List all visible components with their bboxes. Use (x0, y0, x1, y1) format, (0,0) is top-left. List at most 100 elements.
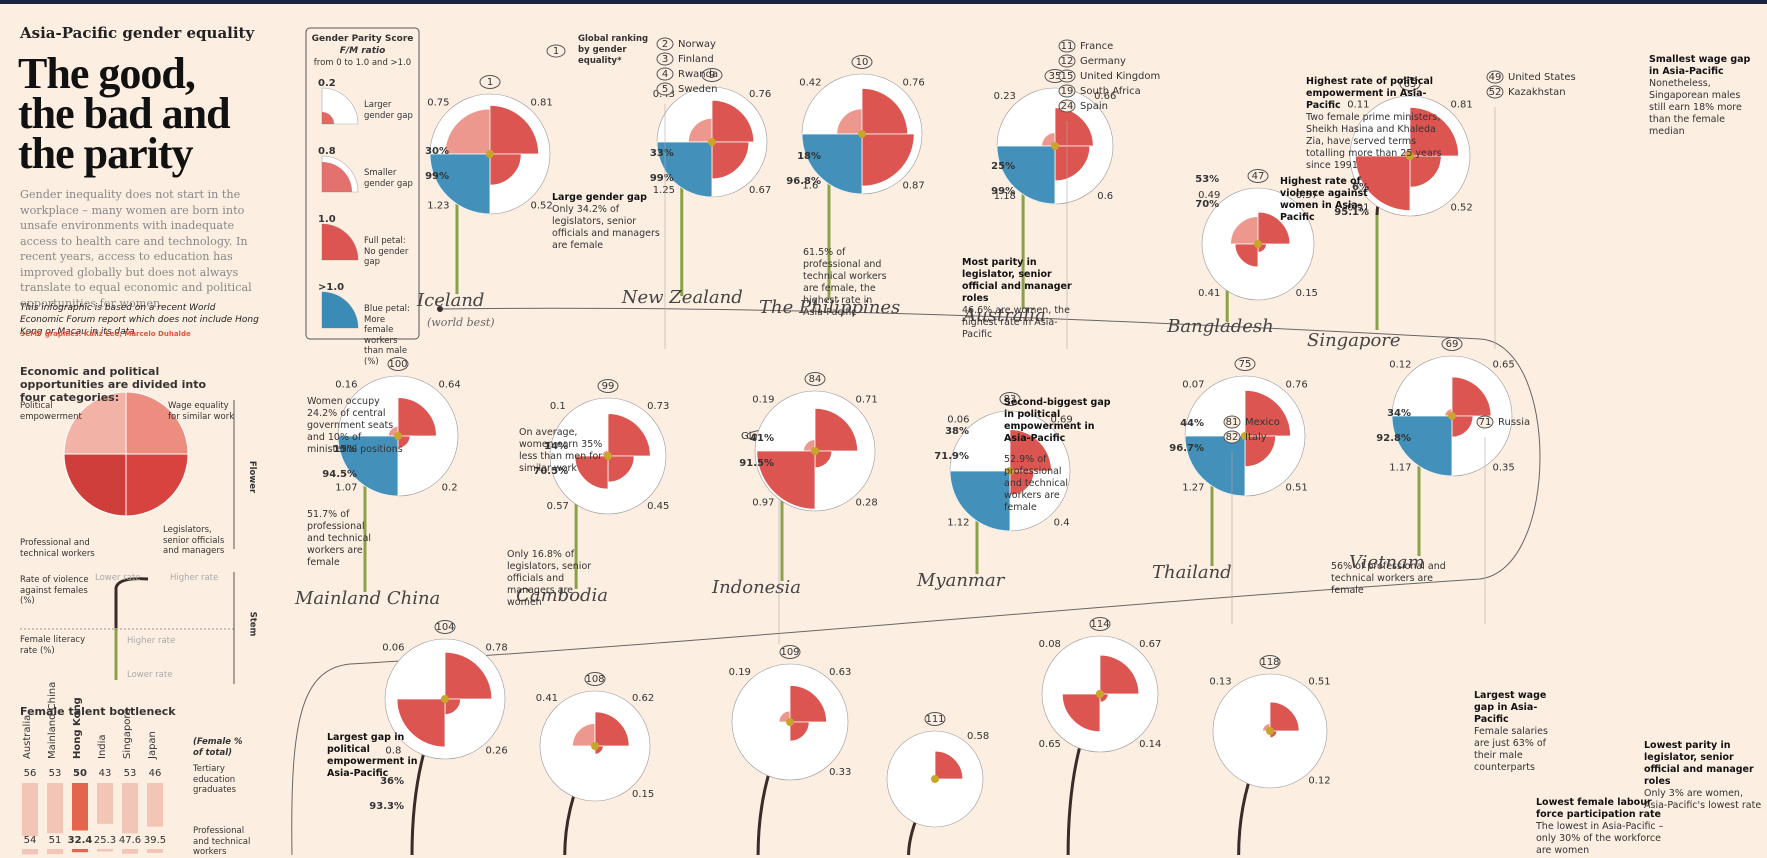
rank-country: United Kingdom (1080, 71, 1160, 82)
literacy-rate: 70.5% (533, 466, 568, 477)
petal (1257, 211, 1291, 245)
annotation: Lowest parity in legislator, senior offi… (1644, 740, 1764, 812)
violence-rate: 33% (650, 148, 674, 159)
rank-badge (1476, 415, 1494, 429)
rank-badge (1058, 84, 1076, 98)
flower-center (1096, 690, 1104, 698)
flower-center (1006, 467, 1014, 475)
petal-value: 0.14 (1139, 739, 1161, 750)
rank-number: 15 (1061, 71, 1074, 82)
violence-rate: 25% (991, 161, 1015, 172)
bottleneck-country: Singapore (122, 709, 133, 759)
rank-number: 114 (1090, 619, 1109, 630)
petal-value: 0.76 (902, 77, 924, 88)
rank-number: 3 (662, 54, 668, 65)
rank-number: 99 (602, 381, 615, 392)
intro: Gender inequality does not start in the … (20, 188, 252, 310)
flower-center (394, 432, 402, 440)
petal-value: 1.17 (1389, 463, 1411, 474)
legend-score: 0.8 (318, 146, 336, 157)
annotation-text: 61.5% of professional and technical work… (803, 247, 887, 318)
violence-rate: 14% (544, 441, 568, 452)
petal-value: 0.23 (994, 91, 1016, 102)
petal (396, 698, 446, 748)
rank-badge (1486, 70, 1504, 84)
credit: SCMP graphics: Kaliz Lee, Marcelo Duhald… (20, 330, 191, 338)
legend-subtitle: F/M ratio (339, 46, 386, 56)
petal-value: 0.51 (1285, 483, 1307, 494)
rank-badge (584, 672, 606, 686)
cat-legislators: Legislators, senior officials and manage… (163, 525, 225, 556)
petal-value: 0.75 (427, 97, 449, 108)
rank-number: 52 (1489, 87, 1502, 98)
annotation-text: The lowest in Asia-Pacific – only 30% of… (1536, 821, 1664, 856)
annotation-title: Lowest parity in legislator, senior offi… (1644, 740, 1754, 787)
petal-value: 0.16 (335, 379, 357, 390)
petal-value: 1.18 (994, 191, 1016, 202)
rank-number: 104 (435, 622, 454, 633)
bottleneck-professional: 51 (49, 835, 62, 846)
petal-value: 0.33 (829, 767, 851, 778)
petal-value: 0.52 (1450, 203, 1472, 214)
petal (1244, 435, 1277, 468)
country-name: The Philippines (759, 297, 900, 318)
flower-center (931, 775, 939, 783)
annotation-text: 46.6% are women, the highest rate in Asi… (962, 305, 1070, 340)
rank-country: United States (1508, 72, 1576, 83)
rank-country: Finland (678, 54, 714, 65)
rank-badge (701, 68, 723, 82)
flower-center (486, 150, 494, 158)
tertiary-bar (22, 783, 38, 837)
petal (1391, 415, 1453, 477)
annotation: Largest gap in political empowerment in … (327, 732, 437, 780)
petal (756, 450, 816, 510)
literacy-rate: 96.8% (786, 176, 821, 187)
petal (836, 108, 863, 135)
professional-bar (47, 849, 63, 855)
rank-country: Mexico (1245, 417, 1280, 428)
legend-title: Gender Parity Score (311, 34, 414, 44)
petal-value: 0.4 (1054, 518, 1070, 529)
annotation-text: Women occupy 24.2% of central government… (307, 396, 403, 455)
petal (397, 397, 437, 437)
literacy-rate: 99% (425, 171, 449, 182)
petal (711, 99, 755, 143)
petal-value: 0.08 (1039, 639, 1061, 650)
annotation: 52.9% of professional and technical work… (1004, 454, 1074, 514)
rank-badge (1223, 430, 1241, 444)
category-petal (63, 453, 127, 517)
rank-number: 49 (1489, 72, 1502, 83)
petal-value: 1.27 (1182, 483, 1204, 494)
road (291, 307, 1541, 855)
violence-rate: 6% (1352, 182, 1369, 193)
rank-badge (1058, 69, 1076, 83)
category-petal (125, 453, 189, 517)
petal-value: 0.76 (749, 89, 771, 100)
petal-value: 0.07 (1182, 379, 1204, 390)
petal-value: 0.06 (947, 414, 969, 425)
professional-bar (122, 849, 138, 854)
petal (711, 141, 750, 180)
rank-number: 47 (1252, 171, 1265, 182)
country-sub: (world best) (427, 316, 495, 329)
professional-bar (147, 849, 163, 853)
annotation-title: Highest rate of political empowerment in… (1306, 76, 1434, 111)
annotation: Lowest female labour force participation… (1536, 797, 1676, 857)
flower-center (1254, 240, 1262, 248)
professional-bar (97, 849, 113, 852)
flower-center (786, 718, 794, 726)
petal (572, 723, 596, 747)
petal-value: 0.2 (442, 483, 458, 494)
violence-rate: 41% (750, 433, 774, 444)
legend-score: >1.0 (318, 282, 344, 293)
petal (607, 455, 635, 483)
petal-value: 0.12 (1308, 775, 1330, 786)
rank-number: 108 (585, 674, 604, 685)
petal (1054, 145, 1091, 182)
note: This infographic is based on a recent Wo… (20, 303, 259, 337)
rank-badge (1223, 415, 1241, 429)
rank-badge (1259, 655, 1281, 669)
tertiary-bar (47, 783, 63, 834)
petal (949, 470, 1011, 532)
